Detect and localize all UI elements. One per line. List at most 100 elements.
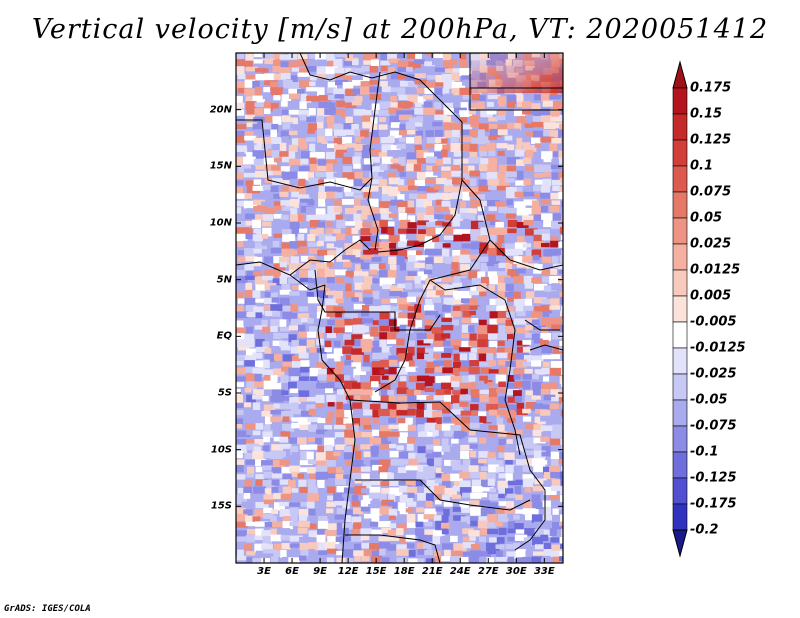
field-cell xyxy=(297,186,308,195)
field-cell xyxy=(408,452,418,460)
field-cell xyxy=(434,544,446,553)
field-cell xyxy=(362,109,372,116)
field-cell xyxy=(488,193,498,199)
field-cell xyxy=(451,550,463,559)
field-cell xyxy=(390,285,404,292)
field-cell xyxy=(237,346,250,351)
field-cell xyxy=(316,66,326,75)
field-cell xyxy=(432,59,440,66)
field-cell xyxy=(246,473,254,478)
field-cell xyxy=(488,248,501,257)
colorbar-segment xyxy=(672,347,688,375)
field-cell xyxy=(271,144,285,154)
lon-tick-label: 18E xyxy=(393,566,415,577)
field-cell xyxy=(360,262,371,270)
field-cell xyxy=(327,536,340,546)
field-cell xyxy=(399,376,407,386)
field-cell xyxy=(362,334,374,342)
field-cell xyxy=(272,459,285,468)
field-cell xyxy=(397,60,411,69)
field-cell xyxy=(399,361,412,367)
field-cell xyxy=(345,249,358,257)
field-cell xyxy=(270,102,279,112)
field-cell xyxy=(261,530,273,538)
field-cell xyxy=(533,424,543,432)
field-cell xyxy=(381,284,391,290)
field-cell xyxy=(525,291,536,299)
field-cell xyxy=(524,283,534,289)
field-cell xyxy=(497,129,511,135)
field-cell xyxy=(354,171,364,179)
coastline xyxy=(317,284,356,563)
field-cell xyxy=(417,558,425,563)
field-cell xyxy=(406,443,414,451)
field-cell xyxy=(460,388,468,394)
field-cell xyxy=(486,443,494,450)
field-cell xyxy=(498,180,510,188)
field-cell xyxy=(452,282,463,288)
field-cell xyxy=(495,374,507,384)
lat-tick-label: 10S xyxy=(210,444,232,456)
field-cell xyxy=(560,310,563,317)
field-cell xyxy=(498,381,506,387)
field-cell xyxy=(459,136,473,142)
field-cell xyxy=(405,534,416,542)
field-cell xyxy=(236,513,248,521)
field-cell xyxy=(354,129,361,137)
field-cell xyxy=(532,254,540,261)
field-cell xyxy=(343,123,355,131)
field-cell xyxy=(479,416,492,424)
field-cell xyxy=(423,542,432,550)
field-cell xyxy=(461,333,474,339)
field-cell xyxy=(441,277,453,283)
field-cell xyxy=(333,327,345,336)
field-cell xyxy=(543,404,553,410)
field-cell xyxy=(244,452,253,461)
field-cell xyxy=(360,528,372,537)
field-cell xyxy=(532,458,545,467)
field-cell xyxy=(298,396,307,402)
field-cell xyxy=(488,388,498,398)
field-cell xyxy=(549,291,557,297)
field-cell xyxy=(416,198,428,208)
field-cell xyxy=(333,451,341,457)
field-cell xyxy=(550,249,563,256)
field-cell xyxy=(524,298,533,308)
field-cell xyxy=(443,80,455,89)
field-cell xyxy=(561,528,563,538)
field-cell xyxy=(360,466,371,472)
field-cell xyxy=(525,494,535,502)
field-cell xyxy=(459,487,474,496)
field-cell xyxy=(351,348,364,355)
field-cell xyxy=(561,249,563,259)
field-cell xyxy=(460,264,470,272)
field-cell xyxy=(397,241,407,248)
field-cell xyxy=(515,417,523,424)
colorbar-label: -0.0125 xyxy=(690,340,746,356)
colorbar-segment xyxy=(672,139,688,167)
field-cell xyxy=(345,557,354,563)
field-cell xyxy=(532,429,542,437)
field-cell xyxy=(549,494,560,500)
field-cell xyxy=(415,479,423,487)
field-cell xyxy=(390,102,399,108)
field-cell xyxy=(369,248,383,255)
field-cell xyxy=(426,458,437,468)
field-cell xyxy=(405,465,418,471)
field-cell xyxy=(550,317,563,327)
field-cell xyxy=(270,450,283,459)
field-cell xyxy=(336,277,345,283)
field-cell xyxy=(426,187,439,193)
field-cell xyxy=(288,82,301,90)
field-cell xyxy=(459,347,473,352)
field-cell xyxy=(397,467,407,474)
field-cell xyxy=(369,226,380,234)
field-cell xyxy=(236,320,244,328)
field-cell xyxy=(396,276,405,282)
field-cell xyxy=(288,250,299,255)
field-cell xyxy=(271,165,282,173)
field-cell xyxy=(443,297,455,305)
field-cell xyxy=(309,474,319,480)
field-cell xyxy=(325,417,333,424)
field-cell xyxy=(541,354,554,360)
